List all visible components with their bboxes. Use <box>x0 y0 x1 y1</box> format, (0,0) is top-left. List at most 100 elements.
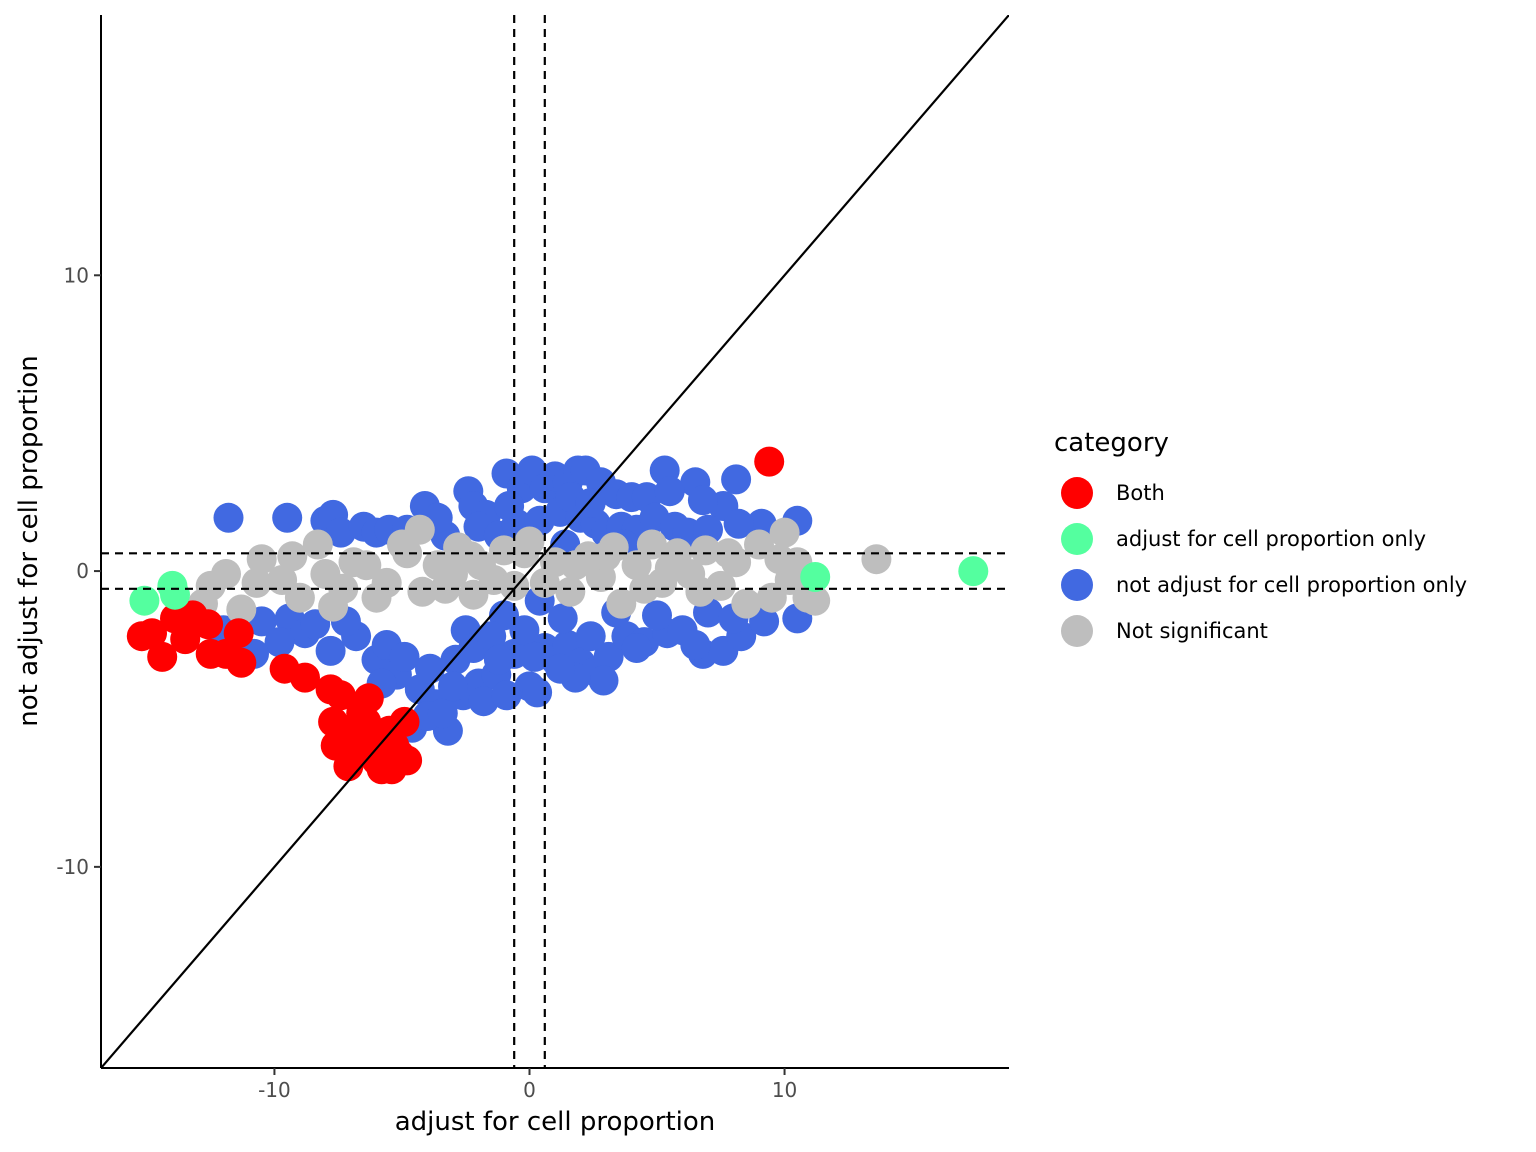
data-point <box>325 680 356 711</box>
data-point <box>800 585 831 616</box>
data-point <box>213 502 244 533</box>
legend: category Both adjust for cell proportion … <box>1054 428 1467 647</box>
data-point <box>361 582 392 613</box>
data-point <box>147 641 178 672</box>
data-point <box>157 570 188 601</box>
data-point <box>606 588 637 619</box>
series-2 <box>126 446 785 785</box>
data-point <box>690 535 721 566</box>
legend-entry: Both <box>1061 477 1165 509</box>
x-axis-title: adjust for cell proportion <box>395 1107 716 1137</box>
data-point <box>476 621 507 652</box>
y-ticks: -10 0 10 <box>56 263 101 879</box>
legend-label: Not significant <box>1116 619 1268 643</box>
y-tick-label: 10 <box>64 263 89 287</box>
data-point <box>466 550 496 581</box>
data-point <box>547 603 578 634</box>
data-point <box>318 591 349 622</box>
data-point <box>438 671 468 702</box>
legend-swatch <box>1061 569 1093 601</box>
data-point <box>351 706 382 737</box>
data-point <box>522 677 553 708</box>
x-tick-label: 10 <box>772 1078 797 1102</box>
data-point <box>713 538 744 569</box>
data-point <box>499 570 530 601</box>
data-point <box>621 550 652 581</box>
data-point <box>555 576 586 607</box>
data-point <box>387 529 417 560</box>
data-point <box>636 529 667 560</box>
data-point <box>629 573 660 604</box>
data-point <box>272 502 303 533</box>
legend-label: not adjust for cell proportion only <box>1116 573 1467 597</box>
plot-area <box>126 446 989 785</box>
series-3 <box>129 556 989 616</box>
data-point <box>509 615 540 646</box>
data-point <box>685 576 716 607</box>
data-point <box>769 517 800 548</box>
data-point <box>226 647 257 678</box>
x-tick-label: -10 <box>258 1078 291 1102</box>
data-point <box>302 529 333 560</box>
legend-entry: adjust for cell proportion only <box>1061 523 1426 555</box>
data-point <box>545 653 576 684</box>
data-point <box>211 559 241 589</box>
data-point <box>575 488 606 518</box>
legend-label: adjust for cell proportion only <box>1116 527 1426 551</box>
legend-entry: not adjust for cell proportion only <box>1061 569 1467 601</box>
x-ticks: -10 0 10 <box>258 1068 797 1102</box>
data-point <box>721 464 752 495</box>
data-point <box>731 588 762 619</box>
reference-lines <box>101 15 1009 1068</box>
data-point <box>315 635 346 666</box>
data-point <box>468 686 499 717</box>
data-point <box>193 609 224 640</box>
identity-line <box>101 15 1009 1068</box>
data-point <box>325 517 356 548</box>
data-point <box>341 730 372 761</box>
data-point <box>958 556 989 587</box>
data-point <box>246 544 277 575</box>
legend-swatch <box>1061 477 1093 509</box>
data-point <box>443 532 474 563</box>
data-point <box>491 680 522 711</box>
data-point <box>407 576 438 607</box>
data-point <box>861 544 892 575</box>
data-point <box>129 585 160 616</box>
data-point <box>680 630 711 660</box>
y-axis-title: not adjust for cell proportion <box>14 355 44 726</box>
data-point <box>226 594 257 625</box>
data-point <box>290 662 320 693</box>
data-point <box>591 541 621 572</box>
series-1 <box>188 514 892 625</box>
y-tick-label: -10 <box>56 855 89 879</box>
data-point <box>351 550 382 581</box>
data-point <box>575 621 606 652</box>
data-point <box>519 641 550 672</box>
y-tick-label: 0 <box>76 559 89 583</box>
data-point <box>723 508 754 539</box>
data-point <box>774 565 805 595</box>
data-point <box>483 644 514 675</box>
data-point <box>654 553 685 584</box>
data-point <box>284 582 315 613</box>
data-point <box>427 698 458 729</box>
legend-swatch <box>1061 523 1093 555</box>
data-point <box>593 641 624 672</box>
data-point <box>494 491 525 521</box>
data-point <box>560 550 591 581</box>
data-point <box>430 573 461 604</box>
data-point <box>223 618 254 649</box>
data-point <box>170 624 201 655</box>
data-point <box>800 562 831 592</box>
data-point <box>264 627 295 658</box>
legend-entry: Not significant <box>1061 615 1268 647</box>
data-point <box>654 476 685 507</box>
data-point <box>137 618 167 649</box>
data-point <box>389 641 420 672</box>
data-point <box>353 683 384 714</box>
data-point <box>642 600 672 631</box>
data-point <box>687 485 718 516</box>
legend-label: Both <box>1116 481 1165 505</box>
axes <box>100 15 1009 1069</box>
